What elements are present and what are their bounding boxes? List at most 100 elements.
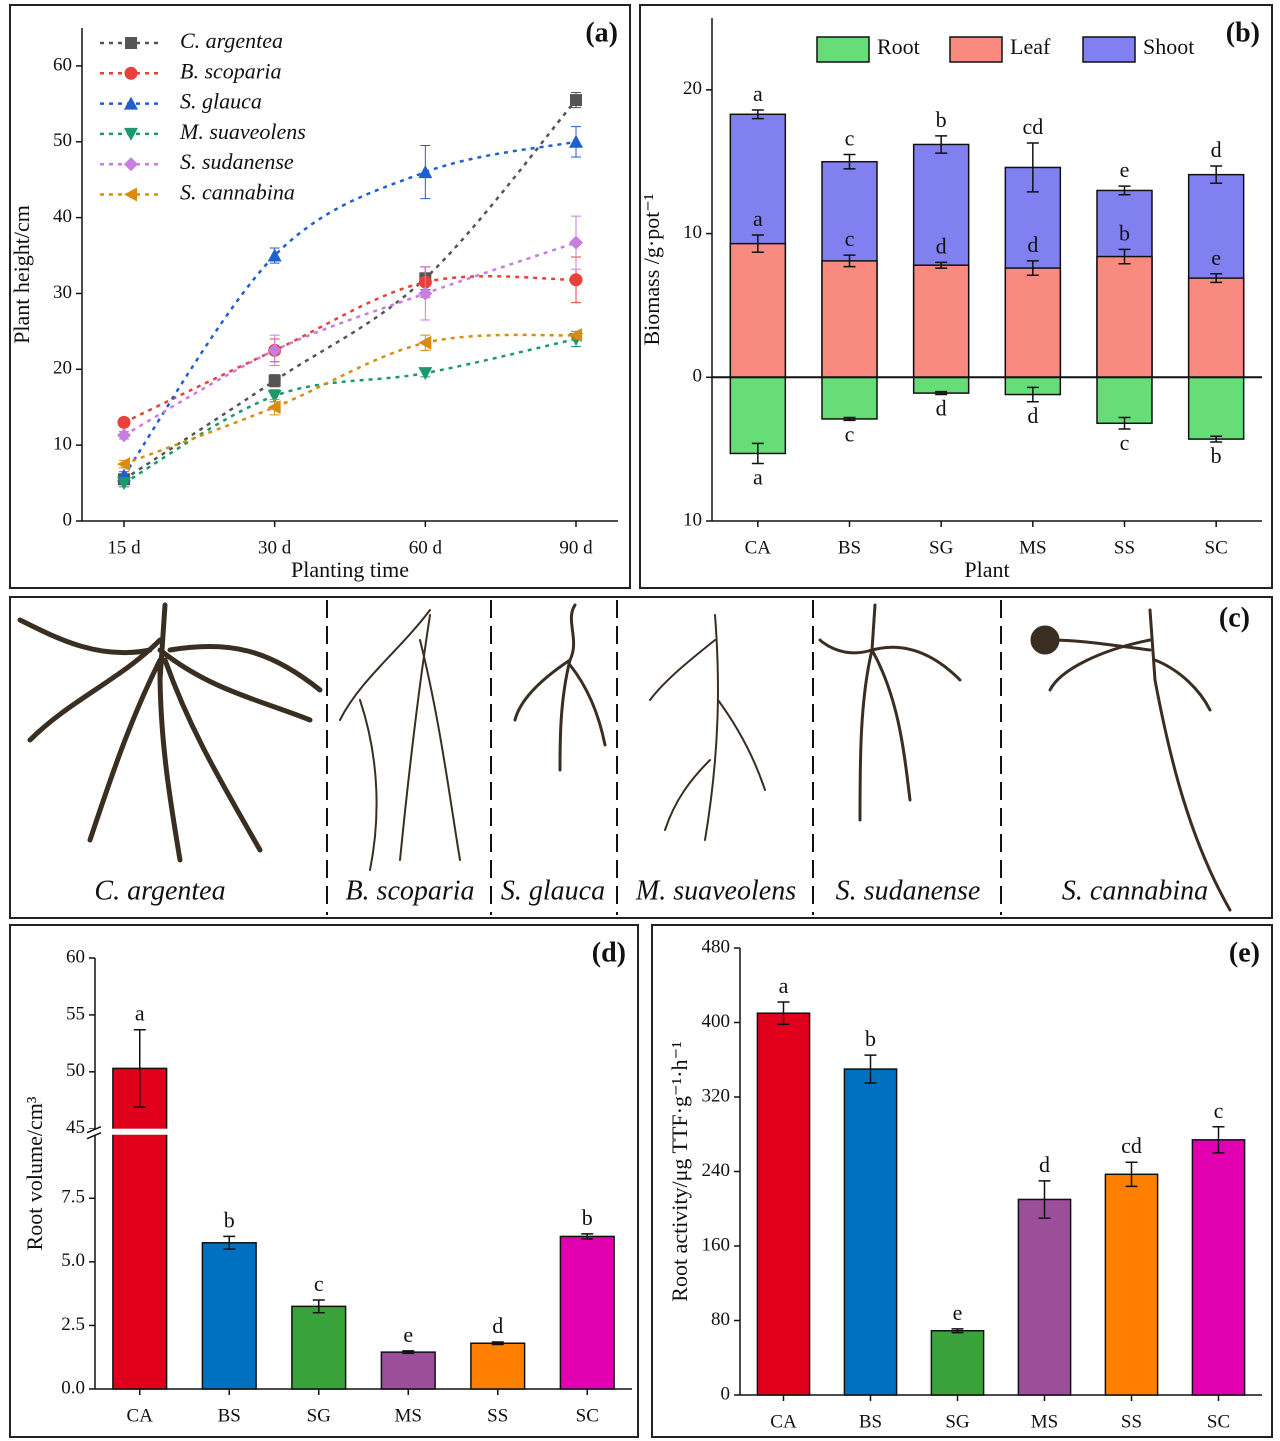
species-name: S. glauca — [501, 875, 605, 906]
marker — [117, 457, 130, 472]
x-tick-label: BS — [218, 1405, 241, 1426]
x-tick-label: BS — [859, 1411, 882, 1432]
error-bar — [864, 1054, 877, 1084]
x-tick-label: CA — [745, 537, 772, 558]
significance-letter: e — [1120, 157, 1130, 182]
x-tick-label: 15 d — [107, 537, 141, 558]
error-bar — [1038, 1180, 1051, 1219]
marker — [117, 428, 131, 443]
y-tick-label: 40 — [53, 206, 72, 227]
series-line — [122, 140, 577, 477]
y-tick-label: 80 — [711, 1309, 730, 1330]
significance-letter: b — [1211, 443, 1222, 468]
marker — [124, 187, 137, 202]
marker — [267, 389, 282, 403]
marker — [117, 415, 131, 429]
y-tick-label: 45 — [66, 1117, 85, 1138]
bar — [930, 1329, 985, 1396]
panel-frame — [639, 4, 1273, 589]
axis-break — [87, 1128, 624, 1135]
significance-letter: e — [1211, 245, 1221, 270]
species-name: S. cannabina — [1062, 875, 1208, 906]
series-line — [123, 333, 577, 466]
x-tick-label: SG — [945, 1411, 970, 1432]
bar — [729, 242, 787, 379]
significance-letter: cd — [1022, 114, 1043, 139]
y-tick-label: 320 — [702, 1085, 731, 1106]
error-bar — [223, 1235, 236, 1250]
x-tick-label: 30 d — [258, 537, 292, 558]
y-tick-label: 240 — [702, 1160, 731, 1181]
error-bar — [491, 1341, 504, 1346]
significance-letter: b — [865, 1026, 876, 1051]
marker — [124, 127, 138, 141]
legend-label: S. cannabina — [180, 180, 295, 205]
marker — [418, 165, 433, 179]
separators — [326, 600, 1002, 915]
marker — [267, 343, 282, 358]
error-bar — [1118, 185, 1131, 196]
error-bar — [1125, 1161, 1138, 1188]
error-bar — [843, 153, 856, 170]
y-tick-label: 60 — [53, 54, 72, 75]
bar — [843, 1068, 898, 1396]
bar — [1187, 376, 1245, 440]
bar — [1017, 1198, 1072, 1396]
species-name: M. suaveolens — [635, 875, 796, 906]
legend-label: Shoot — [1143, 34, 1194, 59]
panel-label: (a) — [585, 17, 618, 48]
species-name: B. scoparia — [345, 875, 474, 906]
error-bar — [751, 234, 764, 254]
legend-label: B. scoparia — [180, 58, 281, 83]
marker — [418, 367, 433, 381]
marker — [124, 157, 138, 172]
legend-label: M. suaveolens — [179, 119, 306, 144]
error-bar — [935, 135, 948, 154]
y-tick-label: 0.0 — [61, 1377, 85, 1398]
x-tick-label: MS — [1031, 1411, 1058, 1432]
x-tick-label: MS — [1019, 537, 1046, 558]
y-tick-label: 0 — [63, 509, 73, 530]
y-tick-label: 2.5 — [61, 1314, 85, 1335]
error-bar — [1026, 142, 1039, 193]
marker — [569, 273, 583, 287]
panel-frame — [9, 924, 639, 1438]
error-bar — [1210, 435, 1223, 443]
significance-letter: c — [845, 126, 855, 151]
marker — [117, 477, 131, 491]
bar — [821, 376, 878, 420]
series-line — [123, 275, 577, 424]
marker — [569, 328, 582, 343]
significance-letter: b — [224, 1207, 235, 1232]
marker — [268, 374, 281, 387]
significance-letter: e — [953, 1300, 963, 1325]
x-tick-label: SS — [487, 1405, 508, 1426]
legend-swatch — [816, 36, 870, 63]
significance-letter: c — [314, 1271, 324, 1296]
error-bar — [1212, 1126, 1225, 1154]
y-tick-label: 55 — [66, 1003, 85, 1024]
panel-label: (d) — [592, 937, 626, 968]
significance-letter: c — [1120, 430, 1130, 455]
y-axis-label: Root volume/cm³ — [22, 1096, 47, 1250]
y-tick-label: 7.5 — [61, 1187, 85, 1208]
x-tick-label: 90 d — [559, 537, 593, 558]
marker — [418, 286, 433, 301]
significance-letter: b — [582, 1205, 593, 1230]
legend-label: Root — [877, 34, 920, 59]
significance-letter: b — [1119, 220, 1130, 245]
bar — [470, 1342, 526, 1390]
legend-label: Leaf — [1010, 34, 1051, 59]
y-axis-label: Root activity/μg TTF·g⁻¹·h⁻¹ — [667, 1041, 692, 1301]
y-tick-label: 400 — [702, 1011, 731, 1032]
x-tick-label: SC — [1207, 1411, 1230, 1432]
x-axis-label: Plant — [964, 557, 1009, 582]
error-bar — [402, 1350, 415, 1355]
significance-letter: d — [936, 396, 947, 421]
significance-letter: c — [1214, 1098, 1224, 1123]
bar — [1004, 267, 1062, 379]
error-bar — [935, 261, 948, 269]
x-tick-label: SC — [576, 1405, 599, 1426]
series-line — [123, 337, 577, 485]
